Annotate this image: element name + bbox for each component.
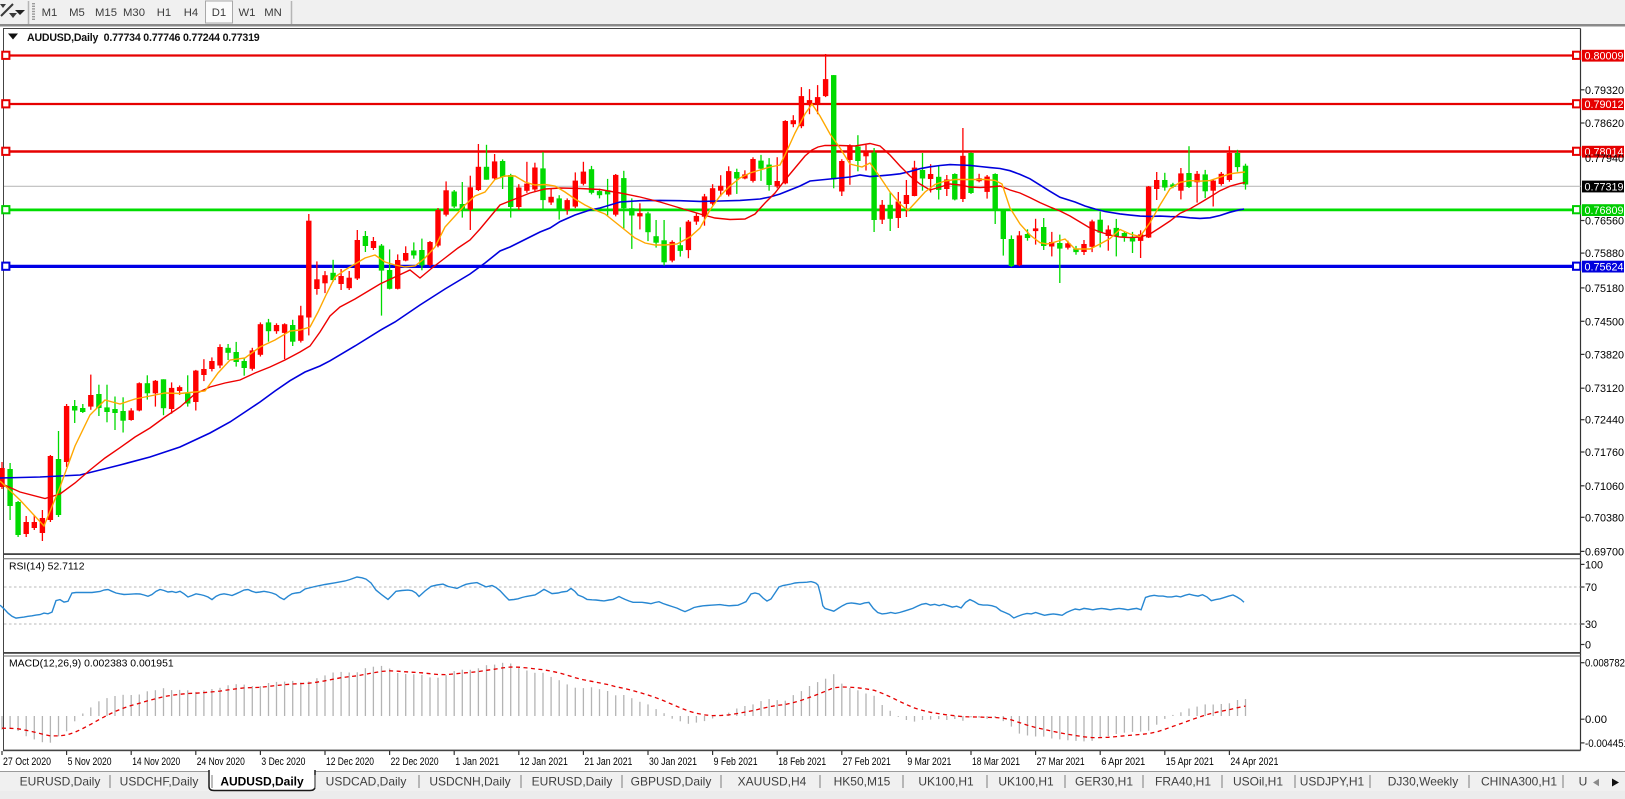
svg-text:UK100,H1: UK100,H1 [998, 775, 1054, 789]
svg-text:1 Jan 2021: 1 Jan 2021 [455, 756, 499, 768]
svg-text:0.76809: 0.76809 [1585, 205, 1624, 217]
svg-text:H1: H1 [157, 7, 171, 19]
svg-text:M1: M1 [42, 7, 58, 19]
svg-text:22 Dec 2020: 22 Dec 2020 [391, 756, 439, 768]
svg-text:AUDUSD,Daily: AUDUSD,Daily [220, 775, 304, 789]
svg-text:18 Feb 2021: 18 Feb 2021 [778, 756, 826, 768]
svg-text:0.70380: 0.70380 [1585, 512, 1624, 524]
svg-text:MACD(12,26,9) 0.002383 0.00195: MACD(12,26,9) 0.002383 0.001951 [9, 659, 174, 670]
svg-text:AUDUSD,Daily 0.77734 0.77746: AUDUSD,Daily 0.77734 0.77746 0.77244 0.7… [27, 32, 260, 44]
svg-text:D1: D1 [212, 7, 226, 19]
svg-text:0.72440: 0.72440 [1585, 415, 1624, 427]
svg-text:0.73120: 0.73120 [1585, 383, 1624, 395]
svg-text:0.77940: 0.77940 [1585, 153, 1624, 165]
svg-text:100: 100 [1585, 559, 1603, 571]
svg-text:MN: MN [264, 7, 282, 19]
svg-text:-0.004451: -0.004451 [1585, 738, 1625, 750]
svg-text:HK50,M15: HK50,M15 [834, 775, 891, 789]
svg-text:27 Mar 2021: 27 Mar 2021 [1037, 756, 1085, 768]
svg-text:GBPUSD,Daily: GBPUSD,Daily [631, 775, 712, 789]
svg-text:0.79012: 0.79012 [1585, 99, 1624, 111]
svg-text:USOil,H1: USOil,H1 [1233, 775, 1283, 789]
svg-text:M5: M5 [69, 7, 85, 19]
svg-text:24 Apr 2021: 24 Apr 2021 [1230, 756, 1278, 768]
svg-text:70: 70 [1585, 582, 1597, 594]
svg-text:RSI(14) 52.7112: RSI(14) 52.7112 [9, 562, 85, 573]
svg-text:0.80009: 0.80009 [1585, 51, 1624, 63]
svg-text:USDJPY,H1: USDJPY,H1 [1300, 775, 1365, 789]
svg-text:U: U [1579, 775, 1588, 789]
svg-text:21 Jan 2021: 21 Jan 2021 [584, 756, 632, 768]
svg-text:30: 30 [1585, 619, 1597, 631]
svg-text:15 Apr 2021: 15 Apr 2021 [1166, 756, 1214, 768]
svg-text:DJ30,Weekly: DJ30,Weekly [1388, 775, 1458, 789]
svg-text:0.75624: 0.75624 [1585, 262, 1624, 274]
svg-text:0.69700: 0.69700 [1585, 546, 1624, 558]
svg-text:30 Jan 2021: 30 Jan 2021 [649, 756, 697, 768]
svg-text:3 Dec 2020: 3 Dec 2020 [261, 756, 305, 768]
svg-text:14 Nov 2020: 14 Nov 2020 [132, 756, 180, 768]
svg-text:0.008782: 0.008782 [1585, 658, 1625, 670]
svg-text:0.00: 0.00 [1585, 714, 1607, 726]
svg-text:27 Oct 2020: 27 Oct 2020 [3, 756, 51, 768]
svg-text:EURUSD,Daily: EURUSD,Daily [20, 775, 101, 789]
svg-text:XAUUSD,H4: XAUUSD,H4 [738, 775, 807, 789]
svg-text:M15: M15 [95, 7, 117, 19]
svg-text:0.71760: 0.71760 [1585, 447, 1624, 459]
svg-text:18 Mar 2021: 18 Mar 2021 [972, 756, 1020, 768]
svg-text:9 Feb 2021: 9 Feb 2021 [714, 756, 758, 768]
svg-text:0.74500: 0.74500 [1585, 316, 1624, 328]
svg-text:24 Nov 2020: 24 Nov 2020 [197, 756, 245, 768]
svg-text:EURUSD,Daily: EURUSD,Daily [532, 775, 613, 789]
svg-text:0.77319: 0.77319 [1585, 182, 1624, 194]
svg-text:12 Dec 2020: 12 Dec 2020 [326, 756, 374, 768]
svg-text:12 Jan 2021: 12 Jan 2021 [520, 756, 568, 768]
svg-text:USDCHF,Daily: USDCHF,Daily [120, 775, 199, 789]
svg-text:FRA40,H1: FRA40,H1 [1155, 775, 1211, 789]
svg-text:0.73820: 0.73820 [1585, 349, 1624, 361]
svg-text:0: 0 [1585, 640, 1591, 652]
svg-text:0.75880: 0.75880 [1585, 248, 1624, 260]
svg-text:USDCNH,Daily: USDCNH,Daily [429, 775, 510, 789]
svg-text:0.71060: 0.71060 [1585, 481, 1624, 493]
svg-text:5 Nov 2020: 5 Nov 2020 [68, 756, 112, 768]
svg-text:M30: M30 [123, 7, 145, 19]
svg-text:9 Mar 2021: 9 Mar 2021 [907, 756, 951, 768]
svg-text:UK100,H1: UK100,H1 [918, 775, 974, 789]
svg-text:6 Apr 2021: 6 Apr 2021 [1101, 756, 1145, 768]
svg-text:GER30,H1: GER30,H1 [1075, 775, 1133, 789]
svg-text:0.78620: 0.78620 [1585, 118, 1624, 130]
svg-text:27 Feb 2021: 27 Feb 2021 [843, 756, 891, 768]
svg-text:0.75180: 0.75180 [1585, 283, 1624, 295]
svg-text:CHINA300,H1: CHINA300,H1 [1481, 775, 1557, 789]
svg-text:0.76560: 0.76560 [1585, 216, 1624, 228]
svg-text:0.78014: 0.78014 [1585, 147, 1624, 159]
svg-text:H4: H4 [184, 7, 198, 19]
svg-text:W1: W1 [239, 7, 256, 19]
svg-text:USDCAD,Daily: USDCAD,Daily [326, 775, 407, 789]
svg-text:0.79320: 0.79320 [1585, 85, 1624, 97]
